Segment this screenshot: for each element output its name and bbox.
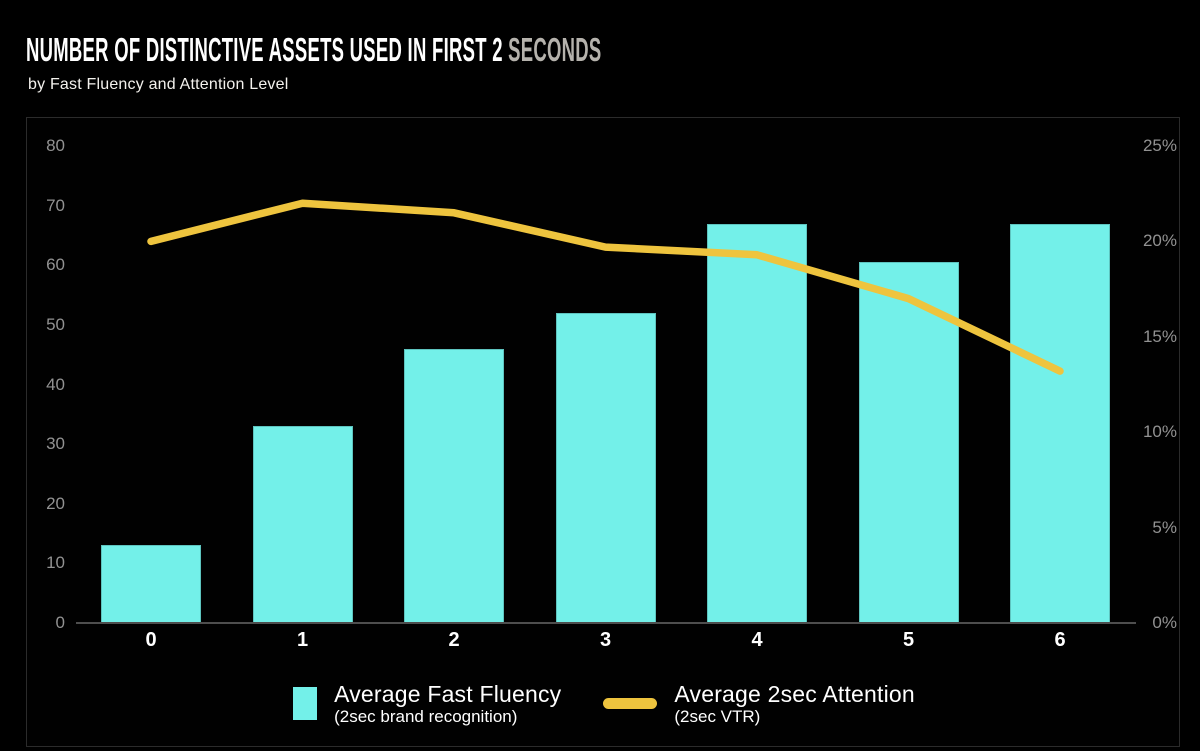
legend-label: Average Fast Fluency [334, 681, 562, 707]
chart-subtitle: by Fast Fluency and Attention Level [28, 76, 289, 93]
x-axis-label: 3 [599, 629, 612, 651]
legend-bar-swatch-icon [293, 687, 318, 720]
chart-title-accent: SECONDS [508, 31, 602, 68]
line-series [147, 199, 1064, 375]
legend-label: Average 2sec Attention [674, 681, 915, 707]
left-axis-tick: 70 [46, 195, 65, 215]
bar [404, 349, 504, 623]
legend: Average Fast Fluency (2sec brand recogni… [27, 681, 1181, 726]
bar [707, 224, 807, 623]
chart-title: NUMBER OF DISTINCTIVE ASSETS USED IN FIR… [26, 31, 602, 69]
left-axis-tick: 20 [46, 493, 65, 513]
bar [252, 426, 353, 623]
bar [1010, 224, 1110, 623]
legend-text-block: Average Fast Fluency (2sec brand recogni… [334, 681, 561, 726]
legend-item-attention: Average 2sec Attention (2sec VTR) [603, 681, 915, 726]
right-axis-tick: 10% [1142, 422, 1177, 442]
x-axis-label: 0 [145, 629, 157, 651]
bar [858, 262, 959, 623]
legend-sublabel: (2sec VTR) [674, 707, 761, 726]
chart-panel: 0 10 20 30 40 50 60 70 80 0% 5% 10% 15% 20% 25% 0 1 2 3 4… [26, 117, 1180, 747]
right-axis-tick: 25% [1142, 136, 1177, 155]
x-axis-label: 6 [1054, 629, 1066, 651]
x-axis-line [76, 622, 1136, 624]
legend-text-block: Average 2sec Attention (2sec VTR) [674, 681, 915, 726]
left-axis-tick: 30 [46, 434, 65, 454]
left-axis: 0 10 20 30 40 50 60 70 80 [27, 137, 65, 632]
left-axis-tick: 80 [46, 136, 65, 155]
left-axis-tick: 40 [46, 374, 65, 394]
left-axis-tick: 10 [46, 553, 65, 573]
chart-title-main: NUMBER OF DISTINCTIVE ASSETS USED IN FIR… [26, 31, 509, 68]
bar [555, 313, 656, 623]
right-axis: 0% 5% 10% 15% 20% 25% [1117, 137, 1177, 632]
x-axis-label: 2 [448, 629, 460, 651]
right-axis-tick: 5% [1152, 517, 1177, 537]
x-axis-label: 4 [751, 629, 763, 651]
legend-item-fast-fluency: Average Fast Fluency (2sec brand recogni… [293, 681, 561, 726]
bar [101, 545, 201, 623]
x-axis-labels: 0 1 2 3 4 5 6 [76, 629, 1136, 655]
x-axis-label: 1 [296, 629, 309, 651]
left-axis-tick: 50 [46, 314, 65, 334]
left-axis-tick: 60 [46, 255, 65, 275]
right-axis-tick: 20% [1142, 231, 1177, 251]
right-axis-tick: 0% [1152, 613, 1177, 632]
plot-area [76, 146, 1136, 623]
attention-line [147, 199, 1064, 375]
right-axis-tick: 15% [1142, 326, 1177, 346]
left-axis-tick: 0 [55, 613, 65, 632]
legend-sublabel: (2sec brand recognition) [334, 707, 518, 726]
legend-line-swatch-icon [603, 698, 658, 709]
x-axis-label: 5 [902, 629, 915, 651]
